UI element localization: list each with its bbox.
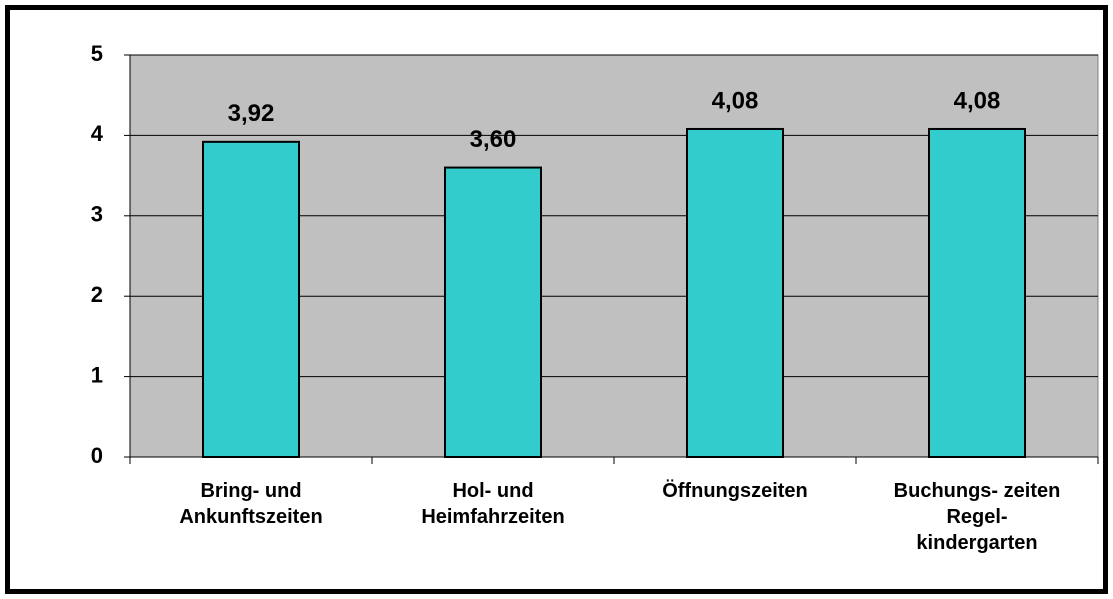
bar (686, 127, 784, 459)
bar (444, 166, 542, 458)
value-label: 3,60 (470, 126, 517, 153)
value-label: 4,08 (954, 87, 1001, 114)
value-label: 4,08 (712, 87, 759, 114)
x-tick-label: Öffnungszeiten (662, 479, 808, 502)
x-tick-label: Buchungs- zeiten Regel-kindergarten (894, 480, 1061, 554)
y-tick-label: 5 (91, 41, 103, 66)
y-tick-label: 0 (91, 443, 103, 468)
x-tick-label: Hol- und Heimfahrzeiten (421, 480, 564, 528)
y-tick-label: 2 (91, 282, 103, 307)
value-label: 3,92 (228, 100, 275, 127)
y-tick-label: 4 (91, 121, 104, 146)
bar (202, 140, 300, 458)
bar (928, 127, 1026, 459)
y-tick-label: 3 (91, 202, 103, 227)
y-tick-label: 1 (91, 362, 103, 387)
x-tick-label: Bring- und Ankunftszeiten (179, 480, 322, 528)
